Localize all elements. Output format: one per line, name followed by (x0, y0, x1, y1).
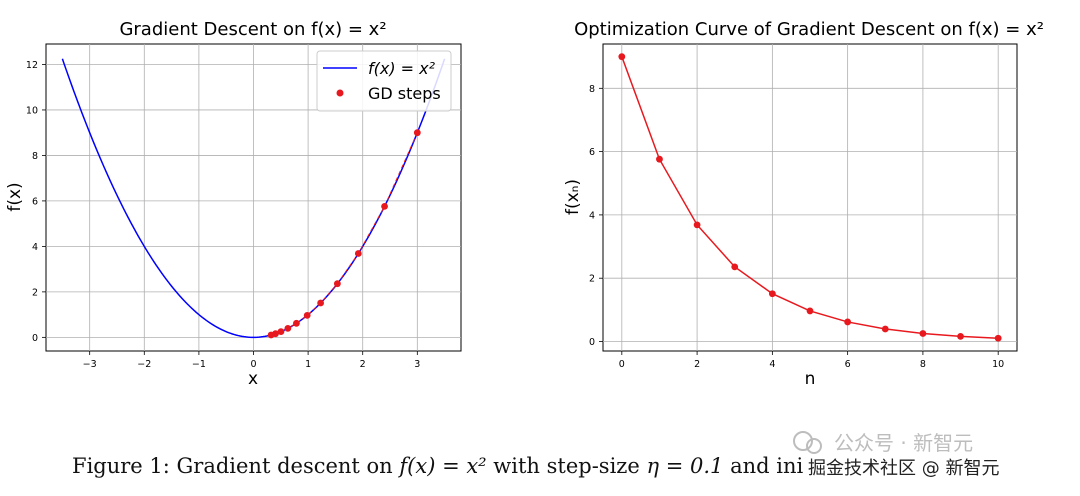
left-y-axis-label: f(x) (5, 182, 25, 211)
right-ytick-label: 0 (589, 337, 595, 348)
optimization-point (844, 318, 852, 326)
right-xtick-label: 10 (992, 359, 1004, 370)
gd-step-point (293, 319, 300, 327)
gd-step-point (284, 324, 292, 332)
right-ytick-label: 6 (589, 147, 595, 158)
left-xtick-label: 1 (305, 359, 311, 370)
caption-step: η = 0.1 (646, 454, 723, 478)
left-chart-title: Gradient Descent on f(x) = x² (119, 19, 386, 40)
legend-label-curve: f(x) = x² (368, 59, 436, 78)
optimization-point (806, 307, 814, 315)
fx-curve (61, 58, 446, 339)
right-y-axis-label: f(xₙ) (563, 179, 583, 215)
left-xtick-label: 0 (250, 359, 256, 370)
right-ytick-label: 2 (589, 274, 595, 285)
right-x-ticks: 0 2 4 6 8 10 (619, 351, 1004, 370)
figure-caption: Figure 1: Gradient descent on f(x) = x² … (72, 454, 803, 478)
right-x-axis-label: n (805, 369, 816, 389)
right-plot-frame (602, 43, 1018, 352)
gd-step-point (354, 250, 362, 257)
wechat-icon-bubble (806, 438, 822, 454)
left-xtick-label: 2 (360, 359, 366, 370)
left-ytick-label: 6 (32, 196, 38, 207)
optimization-point (656, 155, 663, 163)
right-xtick-label: 6 (845, 359, 851, 370)
left-ytick-label: 12 (26, 60, 38, 71)
optimization-point (693, 221, 701, 229)
right-ytick-label: 8 (589, 84, 595, 95)
left-ytick-label: 4 (32, 242, 38, 253)
watermark-line2: 掘金技术社区 @ 新智元 (808, 458, 999, 479)
right-points (618, 53, 1002, 342)
optimization-point (957, 332, 964, 340)
left-x-axis-label: x (248, 369, 258, 389)
right-xtick-label: 0 (619, 359, 625, 370)
left-legend: f(x) = x² GD steps (316, 50, 452, 112)
caption-prefix: Figure 1: Gradient descent on (72, 454, 399, 478)
legend-box (316, 50, 452, 112)
caption-math: f(x) = x² (397, 454, 486, 478)
gd-step-point (267, 331, 275, 339)
left-ytick-label: 2 (32, 287, 38, 298)
right-xtick-label: 8 (920, 359, 926, 370)
caption-middle: with step-size (487, 454, 647, 478)
gd-step-point (381, 202, 388, 210)
left-xtick-label: −3 (83, 359, 97, 370)
left-grid (46, 44, 461, 351)
right-xtick-label: 4 (769, 359, 775, 370)
optimization-point (994, 334, 1002, 342)
left-x-ticks: −3 −2 −1 0 1 2 3 (83, 351, 420, 370)
gd-step-point (413, 129, 421, 137)
legend-dot-icon (336, 89, 344, 97)
optimization-point (919, 330, 927, 337)
left-ytick-label: 10 (26, 105, 38, 116)
optimization-point (881, 325, 889, 333)
watermark: 公众号 · 新智元 掘金技术社区 @ 新智元 (793, 431, 999, 479)
optimization-point (618, 53, 626, 61)
left-xtick-label: 3 (414, 359, 420, 370)
left-gd-points (267, 129, 421, 339)
left-ytick-label: 0 (32, 333, 38, 344)
optimization-point (768, 290, 776, 298)
left-ytick-label: 8 (32, 151, 38, 162)
gd-step-point (277, 328, 285, 336)
gd-step-point (303, 311, 311, 319)
gd-step-point (333, 280, 341, 288)
right-ytick-label: 4 (589, 210, 595, 221)
right-xtick-label: 2 (694, 359, 700, 370)
caption-suffix: and ini (723, 454, 803, 478)
right-chart-title: Optimization Curve of Gradient Descent o… (574, 19, 1044, 40)
optimization-point (731, 263, 739, 271)
left-y-ticks: 0 2 4 6 8 10 12 (26, 60, 46, 344)
right-grid (603, 44, 1017, 351)
right-y-ticks: 0 2 4 6 8 (589, 84, 603, 348)
left-xtick-label: −1 (192, 359, 206, 370)
watermark-line1: 公众号 · 新智元 (834, 431, 973, 455)
wechat-icon (793, 431, 813, 451)
legend-label-steps: GD steps (368, 84, 441, 103)
left-xtick-label: −2 (137, 359, 151, 370)
gd-step-point (317, 299, 325, 307)
right-chart: 0 2 4 6 8 10 0 2 4 6 8 Optimization Curve of Grad… (563, 19, 1044, 389)
